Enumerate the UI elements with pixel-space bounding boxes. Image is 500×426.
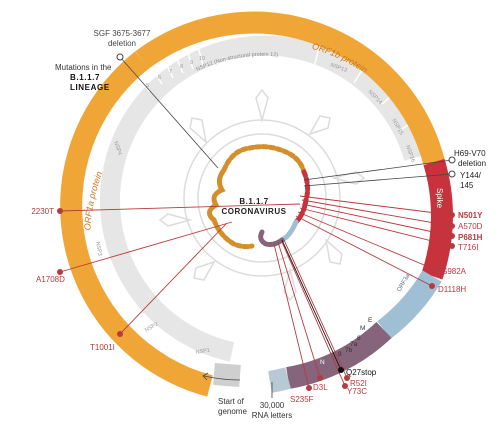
lineage-note-line2: B.1.1.7 — [70, 73, 100, 82]
lineage-note-line3: LINEAGE — [70, 83, 110, 92]
m-label: M — [360, 325, 365, 332]
virus-illustration — [158, 88, 366, 302]
start-arrow — [202, 372, 241, 381]
rna-letters-line2: RNA letters — [252, 411, 292, 420]
marker-D1118H — [429, 283, 435, 289]
six-label: 6 — [357, 335, 361, 342]
rna-coil — [207, 144, 311, 250]
y144-deletion-marker — [448, 170, 456, 178]
y144-deletion-line2: 145 — [460, 181, 474, 190]
nsp3-label: NSP3 — [94, 241, 102, 256]
nsp10-label: 10 — [199, 56, 205, 62]
sgf-deletion-line1: SGF 3675-3677 — [94, 29, 151, 38]
mutation-A1708D: A1708D — [36, 275, 65, 284]
nsp4-label: NSP4 — [112, 141, 123, 157]
nsp16-label: NSP16 — [404, 145, 416, 163]
rna-letters-line1: 30,000 — [260, 401, 285, 410]
marker-N501Y — [449, 212, 455, 218]
mutation-P681H: P681H — [458, 233, 483, 242]
center-title-line2: CORONAVIRUS — [222, 207, 287, 216]
mutation-S235F: S235F — [290, 395, 314, 404]
marker-A1708D — [57, 269, 63, 275]
orf3a-ring-segment — [377, 270, 442, 339]
nsp13-label: NSP13 — [329, 62, 347, 74]
nsp5-label: 5 — [146, 83, 149, 89]
marker-Y73C — [342, 383, 348, 389]
marker-R52I — [344, 375, 350, 381]
mutation-S982A: S982A — [442, 267, 467, 276]
n-label: N — [320, 359, 325, 366]
mutation-T1001I: T1001I — [90, 343, 115, 352]
marker-Q27stop — [338, 367, 344, 373]
marker-A570D — [449, 223, 455, 229]
orf1b-ring-segment — [135, 11, 445, 165]
marker-2230T — [57, 208, 63, 214]
spike-ring-segment — [421, 158, 453, 280]
e-label: E — [368, 317, 373, 324]
nsp8-label: 8 — [180, 64, 183, 70]
h69-deletion-marker — [448, 156, 456, 164]
mutation-D3L: D3L — [313, 383, 328, 392]
seven-a-label: 7a — [350, 341, 358, 348]
nsp-track — [82, 35, 424, 363]
lineage-note-line1: Mutations in the — [55, 63, 112, 72]
mutation-T716I: T716I — [458, 243, 478, 252]
nsp7-label: 7 — [169, 69, 172, 75]
nsp6-label: 6 — [158, 75, 161, 81]
mutation-Q27stop: Q27stop — [346, 368, 377, 377]
marker-T716I — [449, 243, 455, 249]
center-title-line1: B.1.1.7 — [239, 197, 268, 206]
marker-D3L — [317, 375, 323, 381]
sgf-deletion-line2: deletion — [108, 39, 136, 48]
nsp1-label: NSP1 — [195, 348, 210, 356]
mutation-R52I: R52I — [350, 379, 367, 388]
start-cap — [213, 363, 241, 387]
mutation-Y73C: Y73C — [347, 387, 367, 396]
ring-tail-segment — [268, 367, 291, 393]
nsp9-label: 9 — [190, 60, 193, 66]
marker-P681H — [449, 233, 455, 239]
h69-deletion-line2: deletion — [458, 159, 486, 168]
mutation-2230T: 2230T — [31, 207, 54, 216]
spike-label: Spike — [435, 188, 444, 209]
h69-deletion-line1: H69-V70 — [454, 149, 486, 158]
marker-S982A — [433, 267, 439, 273]
marker-S235F — [306, 385, 312, 391]
marker-T1001I — [117, 331, 123, 337]
seven-b-label: 7b — [345, 347, 353, 354]
y144-deletion-line1: Y144/ — [460, 171, 482, 180]
start-of-genome-line1: Start of — [218, 397, 245, 406]
orf1a-ring-segment — [60, 51, 213, 397]
mutation-N501Y: N501Y — [458, 211, 483, 220]
eight-label: 8 — [338, 351, 342, 358]
sgf-deletion-marker — [116, 53, 124, 61]
start-of-genome-line2: genome — [218, 407, 247, 416]
nsp2-label: NSP2 — [144, 321, 159, 333]
mutation-D1118H: D1118H — [438, 285, 466, 294]
mutation-A570D: A570D — [458, 222, 483, 231]
